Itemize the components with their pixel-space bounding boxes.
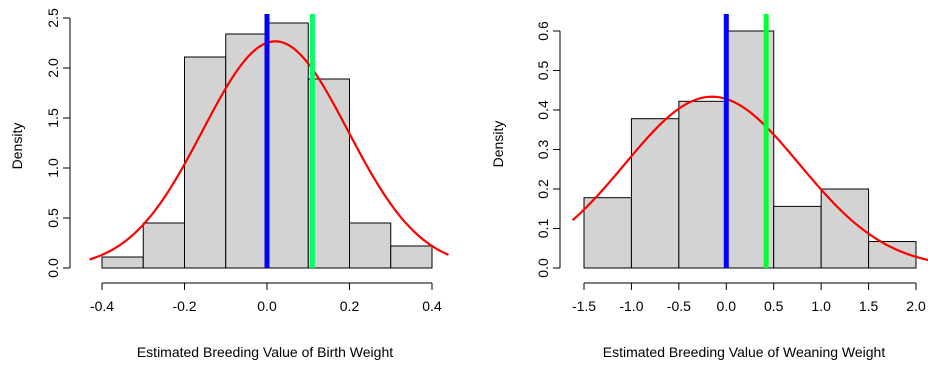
y-axis-title: Density — [490, 121, 506, 168]
histogram-bar — [583, 197, 632, 269]
histogram-bar — [266, 22, 309, 269]
x-axis-title: Estimated Breeding Value of Birth Weight — [137, 344, 393, 360]
x-axis-title: Estimated Breeding Value of Weaning Weig… — [603, 344, 886, 360]
x-tick-label: 1.5 — [859, 298, 879, 314]
x-tick-label: 2.0 — [906, 298, 926, 314]
histogram-bar — [678, 100, 727, 269]
y-tick-label: 0.3 — [535, 140, 551, 160]
x-tick-label: 0.4 — [422, 298, 442, 314]
x-tick-label: 0.0 — [717, 298, 737, 314]
x-tick-label: -1.0 — [619, 298, 643, 314]
y-tick-label: 0.4 — [535, 100, 551, 120]
y-tick-label: 0.0 — [535, 258, 551, 278]
x-tick-label: -0.4 — [90, 298, 114, 314]
reference-lines — [264, 14, 315, 268]
histogram-bar — [349, 222, 392, 269]
x-tick-label: 0.5 — [764, 298, 784, 314]
y-tick-label: 1.0 — [45, 158, 61, 178]
bars — [101, 22, 433, 269]
y-tick-label: 0.5 — [45, 208, 61, 228]
y-tick-label: 0.5 — [535, 61, 551, 81]
histogram-bar — [773, 205, 822, 269]
birth-weight-chart: 0.0 0.5 1.0 1.5 2.0 2.5 -0.4 -0.2 0.0 0.2 0.4 Est… — [9, 8, 449, 360]
histogram-bar — [390, 245, 433, 269]
y-tick-label: 1.5 — [45, 108, 61, 128]
normal-density-curve — [571, 95, 928, 262]
y-tick-label: 2.5 — [45, 8, 61, 28]
x-tick-label: -0.2 — [172, 298, 196, 314]
x-tick-label: 0.0 — [257, 298, 277, 314]
y-axis: 0.0 0.5 1.0 1.5 2.0 2.5 — [45, 8, 71, 278]
reference-lines — [723, 14, 769, 268]
y-tick-label: 0.0 — [45, 258, 61, 278]
histogram-bar — [630, 118, 680, 269]
histogram-bar — [101, 256, 144, 269]
x-tick-label: -1.5 — [572, 298, 596, 314]
y-tick-label: 0.1 — [535, 219, 551, 239]
x-tick-label: 1.0 — [811, 298, 831, 314]
weaning-weight-chart: 0.0 0.1 0.2 0.3 0.4 0.5 0.6 -1.5 -1.0 -0.5 0.0 0.5… — [490, 14, 928, 360]
histogram-bar — [184, 56, 227, 269]
x-tick-label: -0.5 — [667, 298, 691, 314]
y-tick-label: 2.0 — [45, 58, 61, 78]
y-axis-title: Density — [9, 123, 25, 170]
x-axis: -1.5 -1.0 -0.5 0.0 0.5 1.0 1.5 2.0 — [572, 282, 926, 314]
histogram-bar — [307, 78, 350, 269]
x-tick-label: 0.2 — [340, 298, 360, 314]
histogram-bar — [225, 33, 268, 269]
y-tick-label: 0.2 — [535, 179, 551, 199]
x-axis: -0.4 -0.2 0.0 0.2 0.4 — [90, 282, 442, 314]
y-tick-label: 0.6 — [535, 21, 551, 41]
histogram-bar — [142, 222, 185, 269]
y-axis: 0.0 0.1 0.2 0.3 0.4 0.5 0.6 — [535, 21, 561, 278]
